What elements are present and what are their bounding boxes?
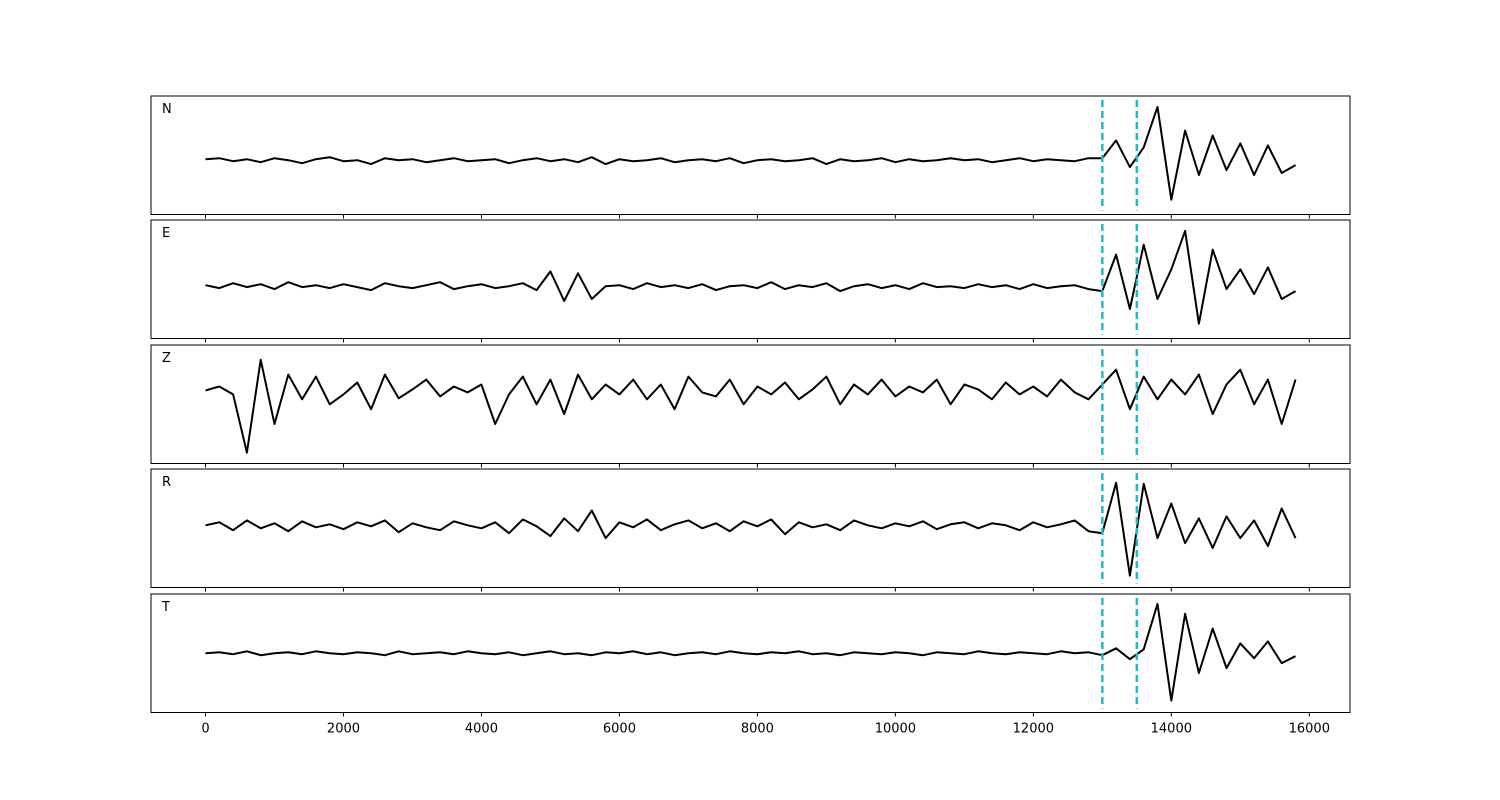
- panel-label: R: [162, 475, 171, 490]
- trace: [205, 229, 1296, 325]
- panel-frame: [150, 593, 1351, 713]
- x-tick-label: 8000: [741, 722, 774, 737]
- x-tick-label: 16000: [1289, 722, 1330, 737]
- panel-label: Z: [162, 351, 171, 366]
- panel-frame: [150, 219, 1351, 339]
- x-tick-label: 14000: [1151, 722, 1192, 737]
- x-tick-label: 6000: [603, 722, 636, 737]
- trace: [205, 105, 1296, 201]
- x-tick-label: 4000: [465, 722, 498, 737]
- x-tick-label: 10000: [875, 722, 916, 737]
- trace: [205, 602, 1296, 702]
- x-tick-label: 12000: [1013, 722, 1054, 737]
- panel-label: T: [161, 600, 170, 615]
- trace: [205, 358, 1297, 454]
- panel-frame: [150, 468, 1351, 588]
- panel-frame: [150, 95, 1351, 215]
- panel-label: E: [162, 226, 170, 241]
- x-tick-label: 0: [201, 722, 209, 737]
- x-tick-label: 2000: [327, 722, 360, 737]
- panel-label: N: [162, 102, 172, 117]
- panel-frame: [150, 344, 1351, 464]
- trace: [205, 481, 1297, 577]
